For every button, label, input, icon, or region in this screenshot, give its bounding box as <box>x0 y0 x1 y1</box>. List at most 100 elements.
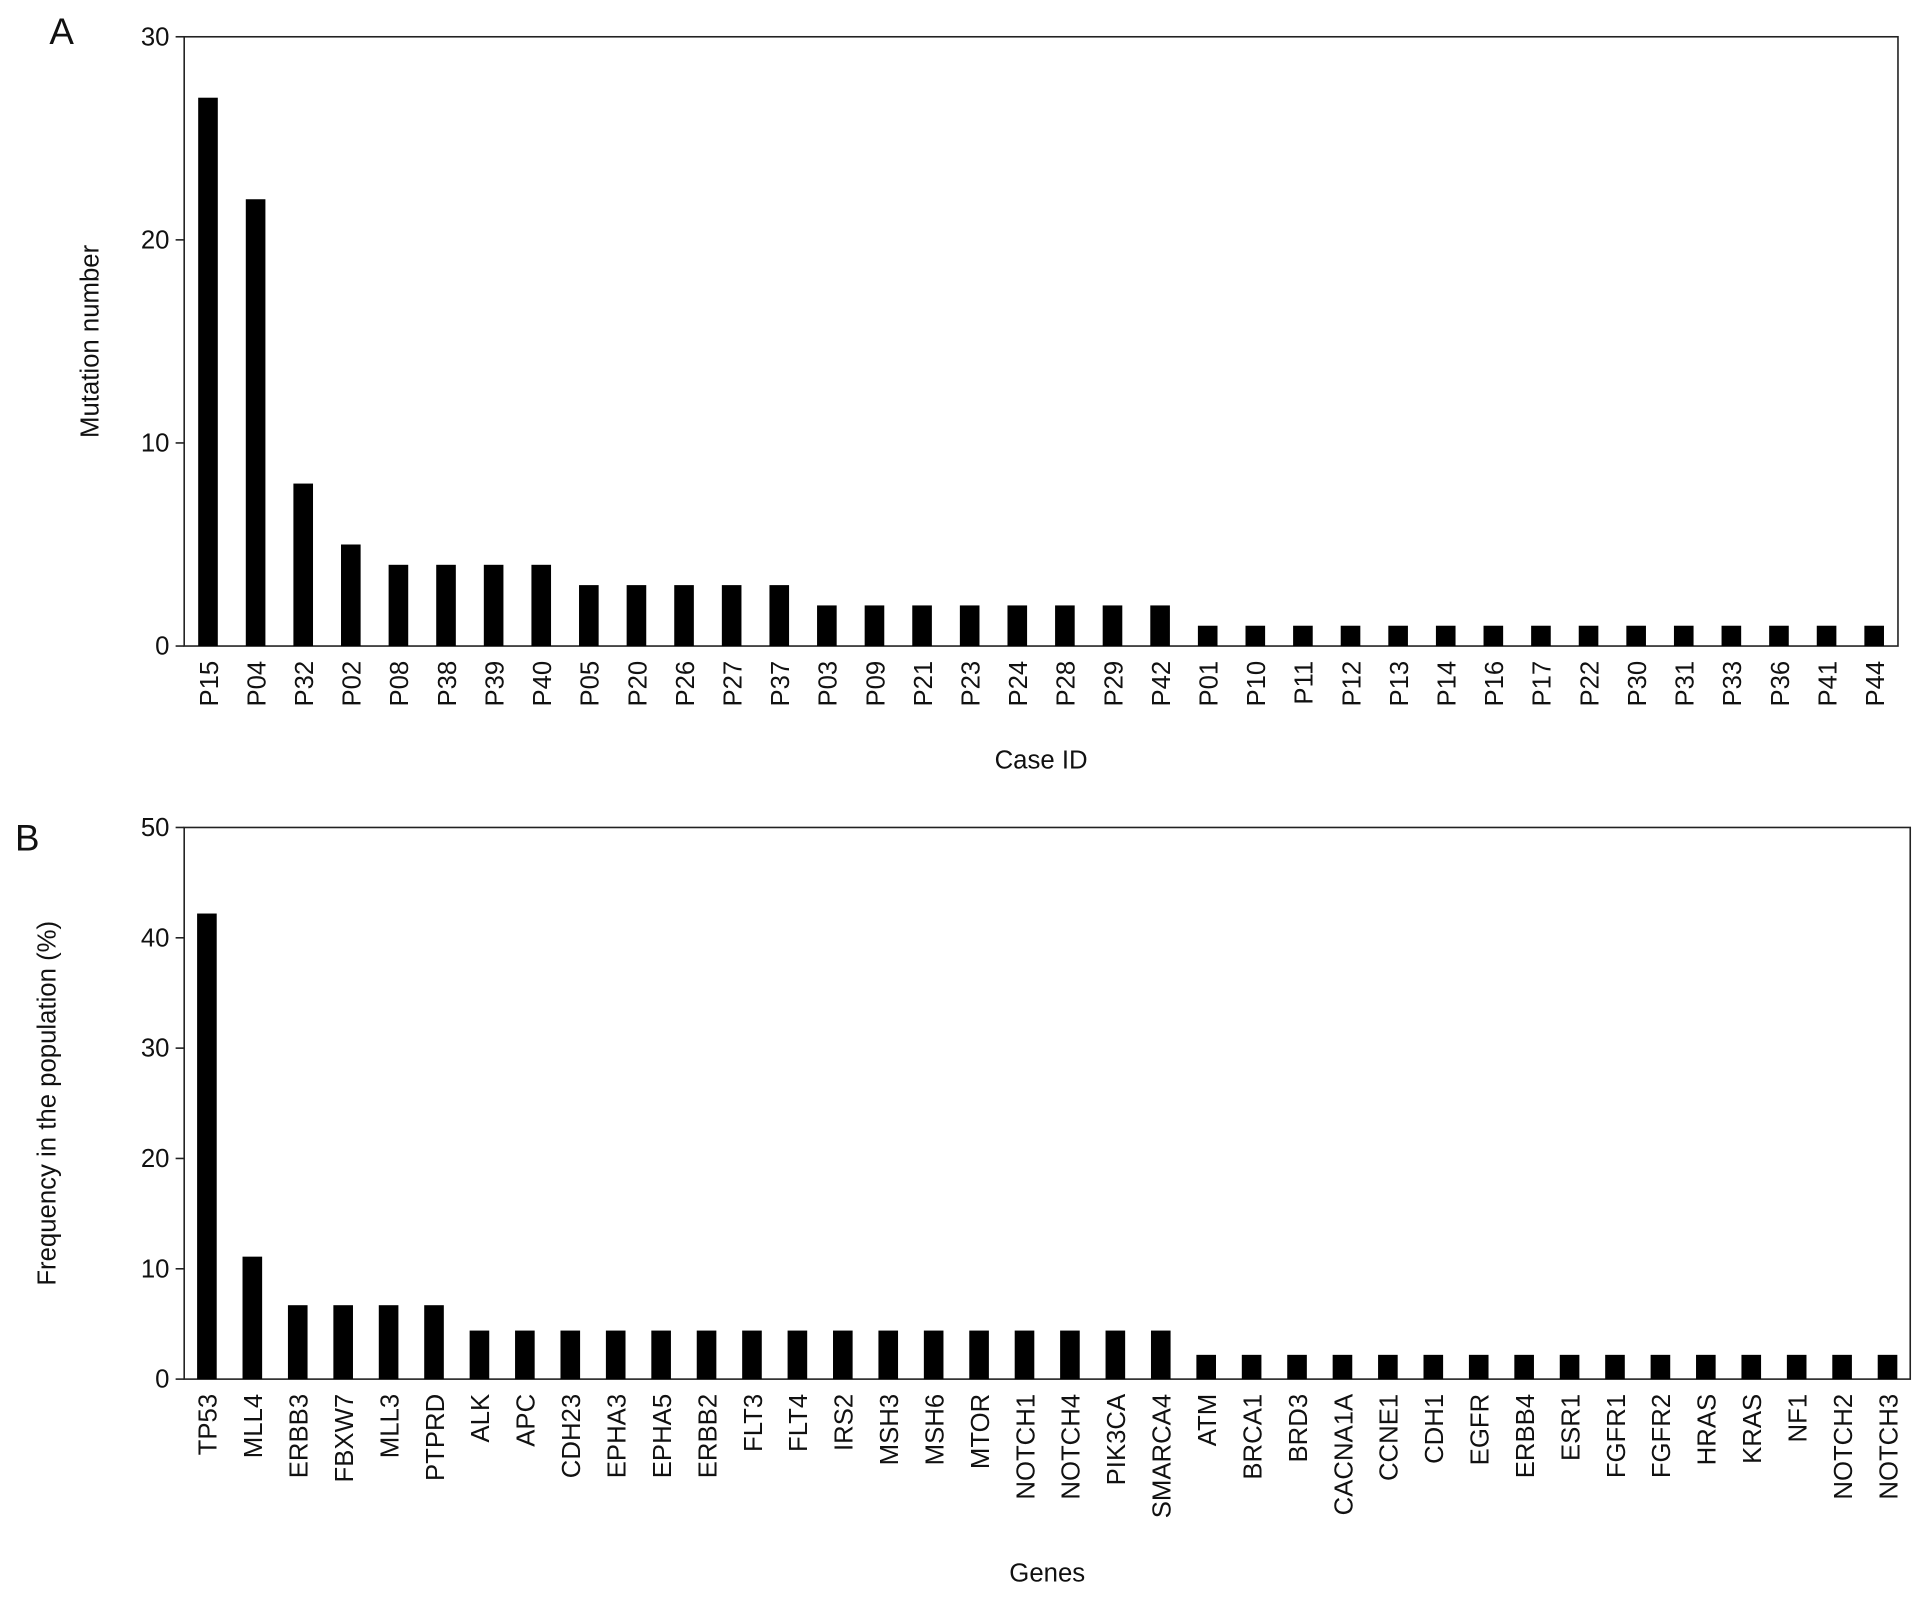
x-tick-label: P39 <box>481 661 509 707</box>
bar <box>923 1330 944 1380</box>
x-tick-label: P11 <box>1291 661 1319 705</box>
x-tick-label: BRCA1 <box>1239 1394 1267 1480</box>
bar <box>293 483 314 647</box>
x-tick-label: P30 <box>1624 661 1652 707</box>
bar <box>1055 605 1075 647</box>
bar <box>674 585 694 647</box>
x-tick-label: P15 <box>196 661 224 707</box>
x-tick-label: P27 <box>719 661 747 707</box>
panel-label: B <box>15 818 40 859</box>
bar <box>1060 1330 1080 1380</box>
x-tick-label: P28 <box>1053 661 1081 707</box>
bar <box>388 564 409 647</box>
bar <box>1423 1354 1444 1380</box>
y-tick-label: 30 <box>141 1035 170 1063</box>
bar <box>1559 1354 1580 1380</box>
y-tick-label: 10 <box>141 1255 170 1283</box>
bar <box>1245 625 1266 647</box>
x-tick-label: HRAS <box>1694 1394 1722 1466</box>
bar <box>333 1305 353 1380</box>
x-tick-label: PIK3CA <box>1103 1393 1131 1485</box>
bar <box>1196 1354 1216 1380</box>
bar <box>1150 605 1170 647</box>
plot-frame <box>183 35 1899 647</box>
bar <box>560 1330 581 1380</box>
bar <box>1007 605 1028 647</box>
bar <box>605 1330 626 1380</box>
x-axis-label: Genes <box>1009 1559 1085 1587</box>
bar <box>1435 625 1456 647</box>
bar <box>245 199 266 647</box>
bar <box>626 585 647 647</box>
bar <box>531 564 552 647</box>
bar <box>1786 1354 1807 1380</box>
bar <box>242 1256 263 1380</box>
x-tick-label: P08 <box>386 661 414 707</box>
x-tick-label: NOTCH4 <box>1058 1394 1086 1500</box>
y-axis-label: Frequency in the population (%) <box>33 921 61 1286</box>
bar <box>1650 1354 1671 1380</box>
x-tick-label: P20 <box>624 661 652 707</box>
bar <box>1241 1354 1262 1380</box>
x-tick-label: CACNA1A <box>1330 1393 1358 1515</box>
x-tick-label: NOTCH1 <box>1012 1394 1040 1500</box>
x-tick-label: MLL3 <box>376 1394 404 1458</box>
bar <box>515 1330 535 1380</box>
bar <box>1832 1354 1852 1380</box>
x-tick-label: P12 <box>1338 661 1366 707</box>
x-tick-label: P13 <box>1386 661 1414 707</box>
panel-label: A <box>49 11 74 52</box>
bar <box>959 605 980 647</box>
x-tick-label: FGFR1 <box>1603 1394 1631 1478</box>
bar <box>1332 1354 1353 1380</box>
x-tick-label: EGFR <box>1467 1394 1495 1466</box>
x-tick-label: TP53 <box>195 1394 223 1456</box>
bar <box>1864 625 1884 647</box>
bar <box>1531 625 1551 647</box>
bar <box>483 564 504 647</box>
x-tick-label: P42 <box>1148 661 1176 707</box>
x-tick-label: P22 <box>1576 661 1604 707</box>
y-tick-label: 20 <box>141 1145 170 1173</box>
x-tick-label: MSH3 <box>876 1394 904 1466</box>
x-tick-label: P03 <box>815 661 843 707</box>
x-tick-label: P31 <box>1672 661 1700 707</box>
x-tick-label: P41 <box>1814 661 1842 707</box>
x-tick-label: ATM <box>1194 1394 1222 1446</box>
x-tick-label: P10 <box>1243 661 1271 707</box>
bar <box>969 1330 989 1380</box>
y-tick-label: 10 <box>141 430 170 458</box>
bar <box>341 544 361 647</box>
x-tick-label: P32 <box>291 661 319 707</box>
bar <box>721 585 742 647</box>
x-tick-label: CCNE1 <box>1376 1394 1404 1481</box>
x-tick-label: P38 <box>434 661 462 707</box>
bar <box>1014 1330 1035 1380</box>
x-tick-label: ESR1 <box>1557 1394 1585 1461</box>
bar <box>769 585 790 647</box>
bar <box>1105 1330 1126 1380</box>
x-tick-label: FLT3 <box>740 1394 768 1452</box>
x-tick-label: NF1 <box>1784 1394 1812 1443</box>
x-tick-label: ALK <box>467 1394 495 1443</box>
bar <box>1483 625 1504 647</box>
bar <box>197 913 217 1380</box>
x-tick-label: BRD3 <box>1285 1394 1313 1463</box>
x-tick-label: APC <box>513 1394 541 1447</box>
bar <box>1378 1354 1398 1380</box>
bar <box>198 97 218 647</box>
x-tick-label: MLL4 <box>240 1394 268 1458</box>
bar <box>1150 1330 1171 1380</box>
x-tick-label: P23 <box>957 661 985 707</box>
bar <box>1340 625 1361 647</box>
bar <box>1696 1354 1716 1380</box>
bar <box>1293 625 1313 647</box>
x-tick-label: NOTCH2 <box>1830 1394 1858 1500</box>
x-tick-label: ERBB2 <box>694 1394 722 1478</box>
y-tick-label: 30 <box>141 23 170 51</box>
bar <box>696 1330 717 1380</box>
bar <box>912 605 932 647</box>
x-tick-label: P44 <box>1862 661 1890 707</box>
x-tick-label: FGFR2 <box>1648 1394 1676 1478</box>
x-tick-label: NOTCH3 <box>1875 1394 1903 1500</box>
